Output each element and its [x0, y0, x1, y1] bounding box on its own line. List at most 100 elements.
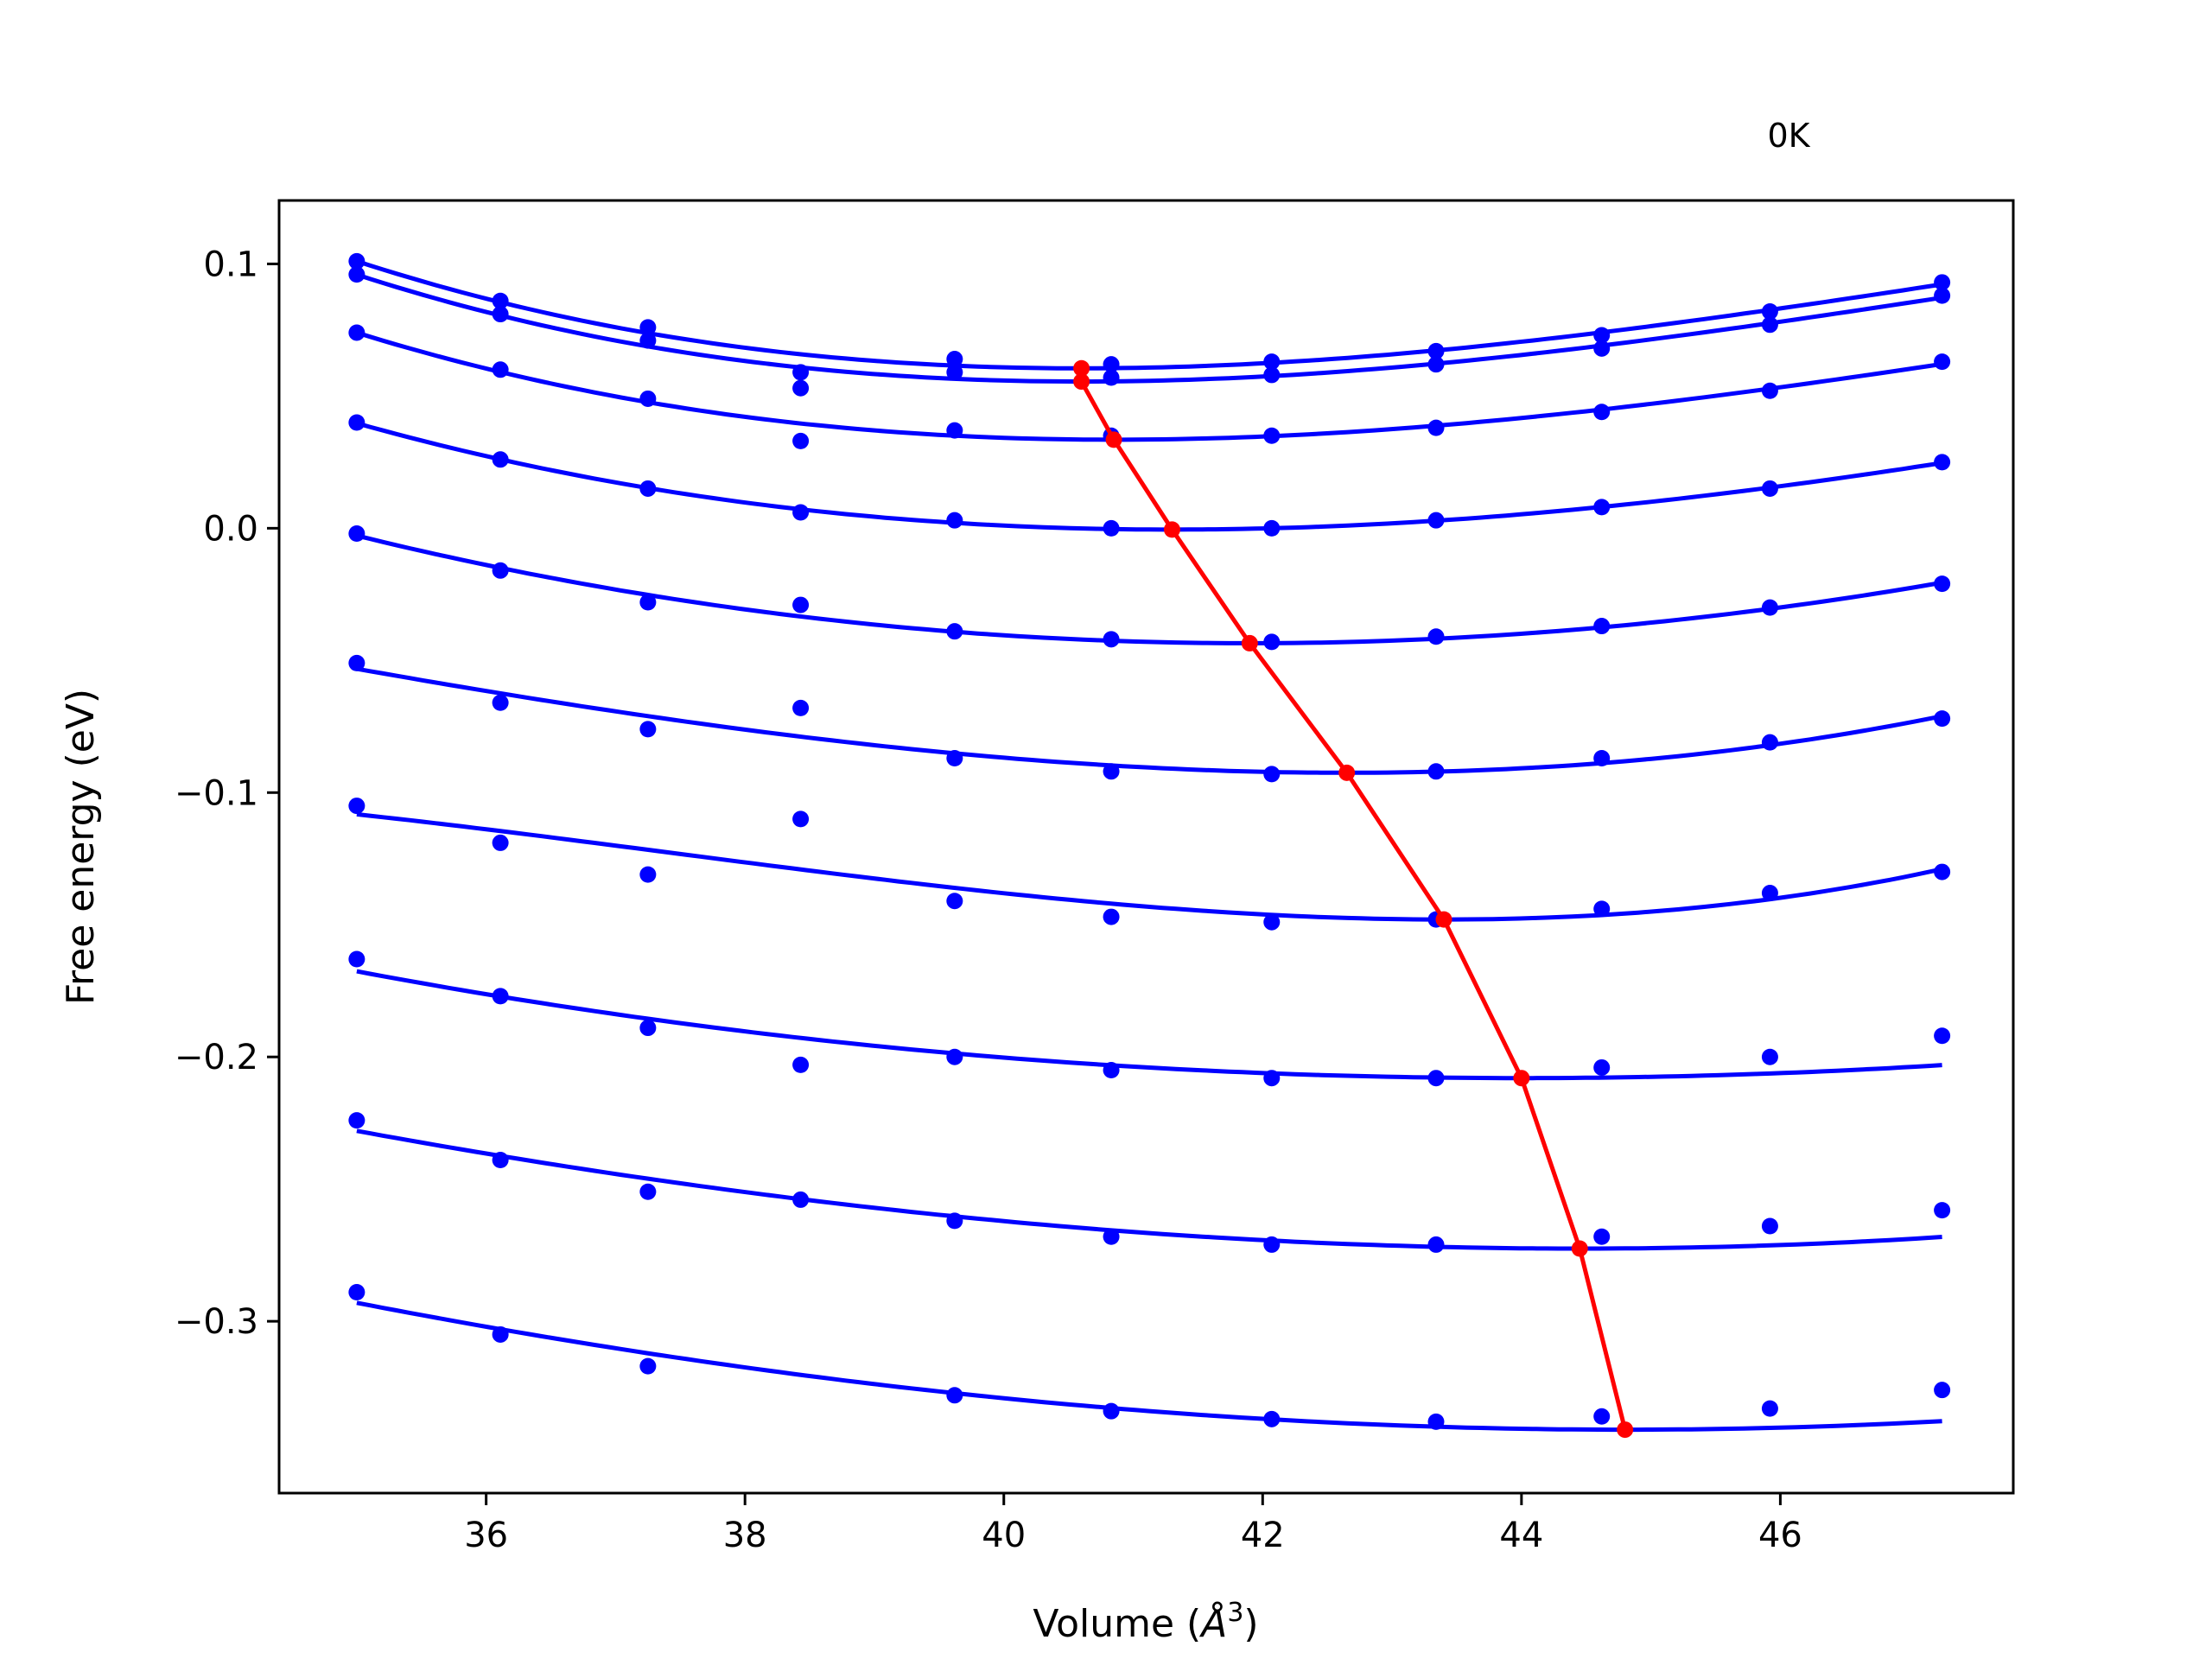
data-point: [348, 266, 365, 283]
data-point: [1263, 633, 1281, 651]
data-point: [1593, 327, 1611, 344]
minimum-point: [1073, 359, 1090, 377]
fit-curve: [356, 1128, 1942, 1251]
data-point: [1103, 519, 1120, 537]
data-point: [946, 623, 963, 640]
data-point: [1263, 353, 1281, 371]
data-point: [1761, 302, 1778, 320]
minimum-point: [1617, 1421, 1634, 1439]
data-point: [946, 422, 963, 439]
data-point: [348, 1283, 365, 1300]
y-tick-label: 0.1: [203, 245, 258, 284]
data-point: [1761, 599, 1778, 616]
data-point: [1593, 1408, 1611, 1425]
x-tick-label: 40: [982, 1516, 1026, 1555]
data-point: [792, 1056, 810, 1073]
fit-curve: [356, 1300, 1942, 1433]
data-point: [1103, 356, 1120, 373]
data-point: [1263, 913, 1281, 931]
data-point: [946, 364, 963, 381]
data-point: [946, 750, 963, 767]
data-point: [792, 596, 810, 613]
data-point: [1593, 1228, 1611, 1245]
data-point: [946, 1212, 963, 1230]
plot-frame: [277, 199, 2015, 1495]
y-axis-label: Free energy (eV): [59, 689, 103, 1005]
fit-curve: [356, 272, 1942, 385]
data-point: [348, 950, 365, 968]
data-point: [1934, 454, 1951, 471]
data-point: [639, 319, 657, 336]
data-point: [1427, 342, 1445, 359]
data-point: [492, 451, 509, 468]
data-point: [1761, 1217, 1778, 1235]
data-point: [639, 1020, 657, 1037]
fit-curve: [356, 969, 1942, 1081]
temperature-label: 0K: [1767, 117, 1810, 155]
minimum-point: [1338, 764, 1356, 781]
data-point: [1103, 763, 1120, 780]
data-point: [492, 1325, 509, 1343]
data-point: [1427, 1236, 1445, 1253]
data-point: [492, 306, 509, 323]
data-point: [946, 512, 963, 529]
fit-curve: [356, 258, 1942, 371]
data-point: [1263, 766, 1281, 783]
minimum-point: [1435, 911, 1452, 928]
data-point: [1263, 427, 1281, 444]
data-point: [1934, 274, 1951, 291]
data-point: [348, 798, 365, 815]
data-point: [792, 699, 810, 716]
data-point: [1593, 750, 1611, 767]
data-point: [946, 1048, 963, 1065]
minimum-point: [1571, 1240, 1588, 1257]
x-axis-ticks: 36 38 40 42 44 46: [464, 1493, 1802, 1555]
data-point: [1427, 1413, 1445, 1430]
data-point: [1934, 1202, 1951, 1219]
data-point: [348, 252, 365, 270]
minimum-path: [1079, 368, 1628, 1431]
y-tick-label: −0.1: [175, 773, 258, 813]
data-point: [1263, 1236, 1281, 1253]
fit-curve: [356, 421, 1942, 532]
data-point: [1761, 734, 1778, 751]
data-point: [639, 480, 657, 497]
data-point: [639, 1357, 657, 1375]
data-point: [1934, 863, 1951, 880]
fit-curve: [356, 330, 1942, 442]
x-tick-label: 44: [1499, 1516, 1543, 1555]
y-axis-ticks: 0.1 0.0 −0.1 −0.2 −0.3: [175, 245, 279, 1342]
y-tick-label: −0.3: [175, 1302, 258, 1342]
data-point: [792, 504, 810, 521]
data-point: [639, 594, 657, 611]
data-point: [1593, 404, 1611, 421]
data-point: [1761, 382, 1778, 399]
x-tick-label: 38: [723, 1516, 767, 1555]
data-point: [1761, 1048, 1778, 1065]
data-point: [639, 866, 657, 883]
data-point: [1761, 885, 1778, 902]
data-point: [1263, 1410, 1281, 1427]
data-point: [946, 351, 963, 368]
x-tick-label: 36: [464, 1516, 508, 1555]
data-point: [492, 361, 509, 378]
data-point: [492, 292, 509, 309]
data-point: [348, 324, 365, 341]
data-point: [1761, 316, 1778, 334]
data-point: [792, 1191, 810, 1208]
data-point: [1934, 353, 1951, 371]
data-point: [1593, 618, 1611, 635]
x-tick-label: 42: [1241, 1516, 1285, 1555]
data-point: [1934, 287, 1951, 304]
data-point: [1427, 512, 1445, 529]
data-point: [1103, 1402, 1120, 1420]
data-point: [639, 721, 657, 738]
data-point: [639, 390, 657, 407]
minimum-point: [1241, 634, 1258, 652]
data-point: [1103, 631, 1120, 648]
data-point: [792, 432, 810, 449]
data-point: [1427, 419, 1445, 436]
data-point: [639, 1183, 657, 1200]
data-point: [792, 810, 810, 828]
